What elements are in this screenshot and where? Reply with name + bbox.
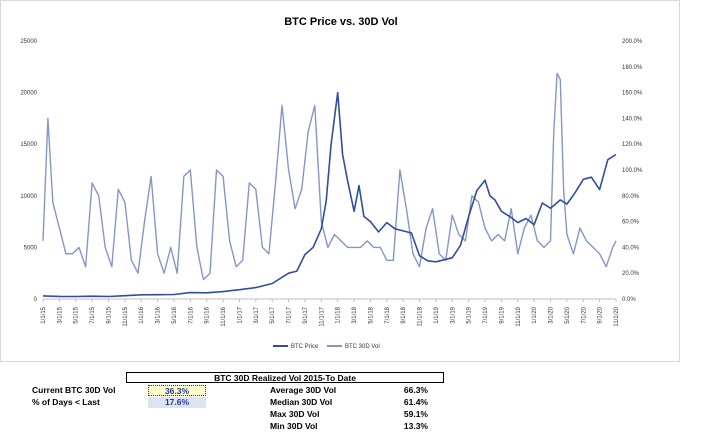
- x-ticks: 1/1/15 3/1/15 5/1/15 7/1/15 9/1/15 11/1/15 1/1…: [41, 299, 620, 327]
- x-tick-label: 9/1/18: [401, 306, 407, 323]
- x-tick-label: 7/1/17: [287, 306, 293, 323]
- x-tick-label: 11/1/15: [123, 306, 129, 326]
- y-right-tick-label: 80.0%: [622, 194, 640, 200]
- days-below-value: 17.6%: [148, 397, 206, 408]
- x-tick-label: 11/1/19: [516, 306, 522, 326]
- y-right-tick-label: 200.0%: [622, 39, 643, 45]
- x-tick-label: 3/1/16: [156, 306, 162, 323]
- y-left-ticks: 0 5000 10000 15000 20000 25000: [20, 39, 37, 303]
- x-tick-label: 3/1/19: [450, 306, 456, 323]
- y-right-ticks: 0.0% 20.0% 40.0% 60.0% 80.0% 100.0% 120.0% 140.…: [622, 39, 643, 303]
- y-right-tick-label: 140.0%: [622, 116, 643, 122]
- x-tick-label: 3/1/18: [352, 306, 358, 323]
- x-tick-label: 1/1/18: [336, 306, 342, 323]
- y-right-tick-label: 40.0%: [622, 245, 640, 251]
- x-tick-label: 11/1/20: [614, 306, 620, 326]
- y-left-tick-label: 0: [34, 297, 38, 303]
- vol-stats-table: BTC 30D Realized Vol 2015-To Date Curren…: [28, 372, 446, 438]
- x-tick-label: 9/1/16: [205, 306, 211, 323]
- x-tick-label: 3/1/17: [254, 306, 260, 323]
- stat-label-min: Min 30D Vol: [270, 421, 318, 431]
- x-tick-label: 1/1/15: [41, 306, 47, 323]
- x-tick-label: 9/1/15: [106, 306, 112, 323]
- x-tick-label: 7/1/15: [90, 306, 96, 323]
- x-tick-label: 11/1/16: [221, 306, 227, 326]
- y-left-tick-label: 20000: [20, 91, 37, 97]
- x-tick-label: 5/1/19: [467, 306, 473, 323]
- x-tick-label: 1/1/16: [139, 306, 145, 323]
- series-layer: [42, 72, 617, 298]
- x-tick-label: 11/1/17: [319, 306, 325, 326]
- x-tick-label: 5/1/16: [172, 306, 178, 323]
- x-tick-label: 1/1/17: [237, 306, 243, 323]
- stat-label-average: Average 30D Vol: [270, 385, 337, 395]
- chart-frame: BTC Price vs. 30D Vol 0 5000 10000 15000 200…: [0, 0, 680, 362]
- y-left-tick-label: 15000: [20, 142, 37, 148]
- current-vol-label: Current BTC 30D Vol: [32, 385, 116, 395]
- x-tick-label: 3/1/15: [57, 306, 63, 323]
- x-tick-label: 5/1/17: [270, 306, 276, 323]
- legend-label-btc-vol: BTC 30D Vol: [345, 344, 380, 350]
- x-tick-label: 11/1/18: [418, 306, 424, 326]
- x-tick-label: 1/1/19: [434, 306, 440, 323]
- legend: BTC Price BTC 30D Vol: [273, 344, 380, 350]
- y-right-tick-label: 100.0%: [622, 168, 643, 174]
- x-tick-label: 9/1/17: [303, 306, 309, 323]
- stat-value-median: 61.4%: [403, 397, 428, 407]
- x-tick-label: 5/1/18: [368, 306, 374, 323]
- series-line-btc-vol: [42, 72, 617, 281]
- y-right-tick-label: 180.0%: [622, 65, 643, 71]
- y-right-tick-label: 0.0%: [622, 297, 636, 303]
- x-tick-label: 7/1/20: [581, 306, 587, 323]
- x-tick-label: 3/1/20: [549, 306, 555, 323]
- x-tick-label: 7/1/19: [483, 306, 489, 323]
- x-tick-label: 1/1/20: [532, 306, 538, 323]
- stat-label-median: Median 30D Vol: [270, 397, 333, 407]
- y-left-tick-label: 5000: [24, 245, 38, 251]
- days-below-label: % of Days < Last: [32, 397, 100, 407]
- y-right-tick-label: 160.0%: [622, 91, 643, 97]
- y-right-tick-label: 60.0%: [622, 220, 640, 226]
- x-tick-label: 5/1/15: [74, 306, 80, 323]
- chart-title: BTC Price vs. 30D Vol: [284, 16, 398, 28]
- series-line-btc-price: [42, 91, 617, 298]
- stat-label-max: Max 30D Vol: [270, 409, 320, 419]
- x-tick-label: 9/1/19: [499, 306, 505, 323]
- chart-svg: BTC Price vs. 30D Vol 0 5000 10000 15000 200…: [20, 16, 643, 350]
- stat-value-min: 13.3%: [403, 421, 428, 431]
- stats-header: BTC 30D Realized Vol 2015-To Date: [126, 372, 444, 383]
- stat-value-average: 66.3%: [403, 385, 428, 395]
- stat-value-max: 59.1%: [403, 409, 428, 419]
- x-tick-label: 9/1/20: [598, 306, 604, 323]
- y-left-tick-label: 25000: [20, 39, 37, 45]
- y-right-tick-label: 20.0%: [622, 271, 640, 277]
- legend-label-btc-price: BTC Price: [291, 344, 319, 350]
- current-vol-value: 36.3%: [148, 385, 206, 396]
- x-tick-label: 7/1/16: [188, 306, 194, 323]
- y-right-tick-label: 120.0%: [622, 142, 643, 148]
- y-left-tick-label: 10000: [20, 194, 37, 200]
- x-tick-label: 5/1/20: [565, 306, 571, 323]
- x-tick-label: 7/1/18: [385, 306, 391, 323]
